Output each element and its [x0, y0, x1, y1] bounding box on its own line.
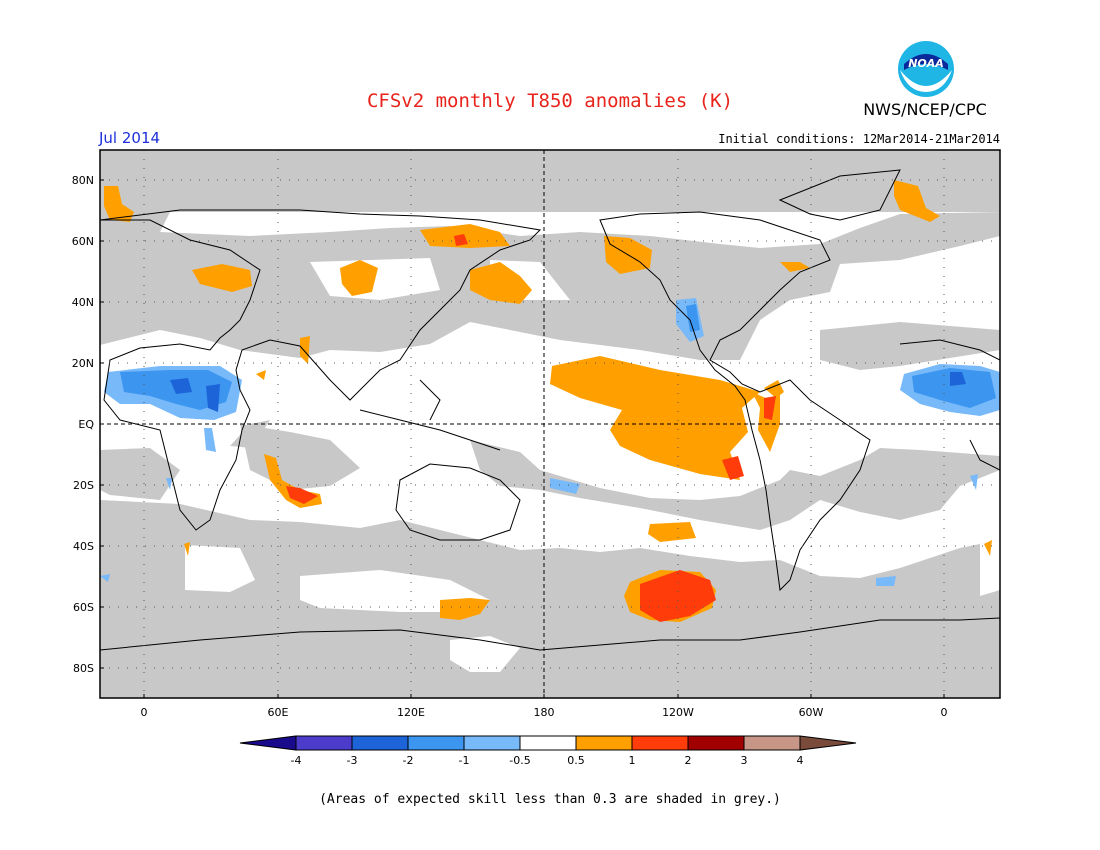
logo-text: NOAA — [908, 57, 944, 70]
strong-cool-anomaly-regions — [170, 372, 966, 412]
latitude-labels: 80N 60N 40N 20N EQ 20S 40S 60S 80S — [72, 174, 104, 675]
legend-swatch — [519, 735, 577, 751]
lat-label: 60S — [73, 601, 94, 614]
strong-warm-anomaly-regions — [286, 234, 776, 622]
forecast-month: Jul 2014 — [99, 129, 161, 147]
legend-swatch — [743, 735, 801, 751]
anomaly-map: 80N 60N 40N 20N EQ 20S 40S 60S 80S 0 60E 120E 180 12… — [72, 149, 1001, 719]
legend-tick-label: 3 — [741, 754, 748, 767]
legend-swatch — [351, 735, 409, 751]
skill-footnote: (Areas of expected skill less than 0.3 a… — [319, 792, 781, 807]
continent-outlines — [100, 169, 1000, 651]
legend-tick-label: -3 — [347, 754, 358, 767]
legend-tick-label: 2 — [685, 754, 692, 767]
legend-tick-label: -0.5 — [509, 754, 530, 767]
legend-swatch — [407, 735, 465, 751]
graticule — [100, 150, 1000, 698]
legend-tick-label: -1 — [459, 754, 470, 767]
lat-label: 20N — [72, 357, 94, 370]
lon-label: 60W — [799, 706, 824, 719]
lat-label: 80S — [73, 662, 94, 675]
legend-tick-label: -4 — [291, 754, 302, 767]
lon-label: 120E — [397, 706, 425, 719]
legend-swatch — [295, 735, 353, 751]
lon-label: 60E — [268, 706, 289, 719]
lat-label: 40N — [72, 296, 94, 309]
initial-conditions: Initial conditions: 12Mar2014-21Mar2014 — [718, 132, 1000, 146]
legend-tick-label: 4 — [797, 754, 804, 767]
noaa-logo: NOAA — [898, 41, 954, 97]
legend-tick-label: 0.5 — [567, 754, 585, 767]
color-legend: -4 -3 -2 -1 -0.5 0.5 1 2 3 4 — [239, 735, 857, 767]
legend-swatch — [463, 735, 521, 751]
warm-anomaly-regions — [104, 180, 992, 622]
legend-arrow-high — [799, 735, 857, 751]
lat-label: 60N — [72, 235, 94, 248]
low-skill-mask — [100, 150, 1000, 698]
lon-label: 120W — [662, 706, 694, 719]
legend-swatch — [631, 735, 689, 751]
lat-label: 80N — [72, 174, 94, 187]
agency-label: NWS/NCEP/CPC — [863, 100, 987, 119]
lon-label: 0 — [141, 706, 148, 719]
lat-label: EQ — [78, 418, 94, 431]
lat-label: 40S — [73, 540, 94, 553]
lon-label: 0 — [941, 706, 948, 719]
lat-label: 20S — [73, 479, 94, 492]
chart-title: CFSv2 monthly T850 anomalies (K) — [366, 90, 734, 112]
lon-label: 180 — [534, 706, 555, 719]
legend-swatch — [687, 735, 745, 751]
legend-tick-label: -2 — [403, 754, 414, 767]
legend-swatch — [575, 735, 633, 751]
legend-arrow-low — [239, 735, 297, 751]
legend-tick-label: 1 — [629, 754, 636, 767]
longitude-labels: 0 60E 120E 180 120W 60W 0 — [141, 694, 948, 719]
